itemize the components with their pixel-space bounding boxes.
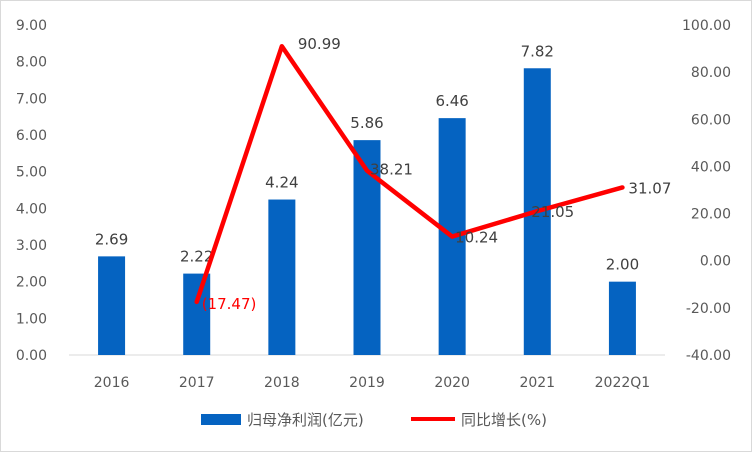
line-data-label: 90.99: [298, 35, 341, 53]
growth-line: [194, 43, 625, 305]
y-right-tick-label: 20.00: [691, 207, 731, 223]
y-right-tick-label: -40.00: [686, 348, 731, 364]
line-data-label: 38.21: [370, 161, 413, 179]
y-right-tick-label: 100.00: [682, 18, 731, 34]
bar-data-label: 2.69: [95, 230, 128, 248]
bar: [268, 199, 296, 355]
line-data-label: (17.47): [202, 295, 257, 313]
y-right-tick-label: 40.00: [691, 159, 731, 175]
x-tick-label: 2018: [264, 375, 300, 391]
y-left-tick-label: 3.00: [16, 238, 47, 254]
bar-data-label: 5.86: [350, 114, 383, 132]
bar: [608, 281, 636, 355]
x-tick-label: 2020: [434, 375, 470, 391]
growth-point: [280, 44, 284, 48]
legend-line-label: 同比增长(%): [461, 411, 547, 429]
line-data-label: 31.07: [628, 179, 671, 197]
bar-data-label: 4.24: [265, 174, 298, 192]
legend-bar-label: 归母净利润(亿元): [247, 411, 364, 429]
line-data-label: 10.24: [455, 229, 498, 247]
x-tick-label: 2019: [349, 375, 385, 391]
y-left-tick-label: 0.00: [16, 348, 47, 364]
y-right-tick-label: -20.00: [686, 301, 731, 317]
bar: [98, 256, 126, 355]
growth-point: [365, 169, 369, 173]
growth-point: [450, 235, 454, 239]
y-left-tick-label: 2.00: [16, 275, 47, 291]
growth-point: [620, 185, 624, 189]
y-left-tick-label: 9.00: [16, 18, 47, 34]
y-left-tick-label: 6.00: [16, 128, 47, 144]
bar-data-label: 6.46: [435, 92, 468, 110]
x-tick-label: 2021: [519, 375, 555, 391]
x-tick-label: 2022Q1: [595, 375, 651, 391]
y-right-tick-label: 60.00: [691, 112, 731, 128]
y-right-tick-label: 80.00: [691, 65, 731, 81]
x-tick-label: 2016: [94, 375, 130, 391]
growth-point: [195, 300, 199, 304]
bar-data-label: 2.00: [606, 256, 639, 274]
y-left-tick-label: 1.00: [16, 311, 47, 327]
bar: [183, 273, 211, 355]
bar-data-label: 2.22: [180, 248, 213, 266]
y-left-tick-label: 5.00: [16, 165, 47, 181]
y-left-tick-label: 8.00: [16, 55, 47, 71]
y-left-tick-label: 4.00: [16, 201, 47, 217]
bar-data-label: 7.82: [521, 42, 554, 60]
y-right-tick-label: 0.00: [700, 254, 731, 270]
legend-bar-swatch: [201, 414, 241, 425]
growth-point: [535, 209, 539, 213]
y-left-tick-label: 7.00: [16, 91, 47, 107]
line-data-label: 21.05: [531, 203, 574, 221]
x-tick-label: 2017: [179, 375, 215, 391]
